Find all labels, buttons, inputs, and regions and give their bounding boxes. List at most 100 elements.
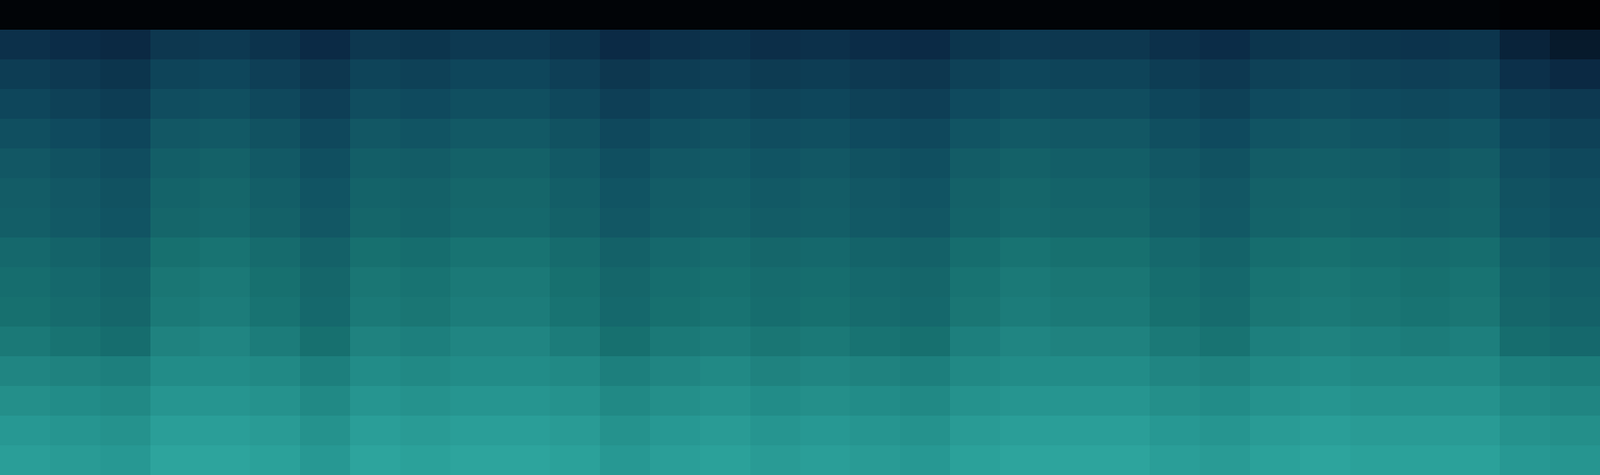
- cell: [1449, 297, 1500, 328]
- cell: [450, 237, 501, 269]
- cell: [800, 297, 851, 328]
- cell: [1000, 118, 1051, 150]
- cell: [150, 59, 201, 91]
- cell: [150, 267, 201, 299]
- cell: [549, 386, 600, 417]
- cell: [1000, 356, 1051, 388]
- cell: [549, 148, 600, 180]
- cell: [1499, 59, 1550, 91]
- cell: [750, 267, 801, 299]
- cell: [249, 237, 300, 269]
- cell: [1350, 267, 1401, 299]
- cell: [199, 356, 250, 388]
- cell: [1050, 237, 1101, 269]
- cell: [1549, 326, 1600, 358]
- cell: [1249, 267, 1301, 299]
- cell: [1400, 208, 1451, 239]
- cell: [350, 356, 401, 388]
- cell: [1549, 416, 1600, 447]
- cell: [700, 356, 751, 388]
- cell: [700, 148, 751, 180]
- cell: [1050, 148, 1101, 180]
- cell: [150, 356, 201, 388]
- cell: [450, 29, 501, 61]
- cell: [1300, 416, 1351, 447]
- cell: [1249, 356, 1301, 388]
- cell: [1300, 0, 1351, 31]
- cell: [800, 237, 851, 269]
- cell: [400, 237, 451, 269]
- cell: [1199, 326, 1250, 358]
- cell: [1199, 29, 1250, 61]
- cell: [199, 326, 250, 358]
- cell: [1100, 118, 1151, 150]
- cell: [450, 59, 501, 91]
- cell: [1400, 148, 1451, 180]
- cell: [1199, 267, 1250, 299]
- cell: [1249, 59, 1301, 91]
- cell: [1249, 416, 1301, 447]
- cell: [1350, 386, 1401, 417]
- cell: [0, 267, 51, 299]
- cell: [1050, 89, 1101, 120]
- cell: [1100, 445, 1151, 475]
- cell: [549, 89, 600, 120]
- cell: [199, 237, 250, 269]
- cell: [1000, 237, 1051, 269]
- cell: [1100, 267, 1151, 299]
- cell: [100, 267, 151, 299]
- cell: [50, 445, 101, 475]
- cell: [50, 118, 101, 150]
- cell: [100, 178, 151, 209]
- cell: [1100, 208, 1151, 239]
- cell: [1350, 326, 1401, 358]
- cell: [750, 416, 801, 447]
- cell: [899, 445, 950, 475]
- cell: [450, 89, 501, 120]
- cell: [100, 29, 151, 61]
- cell: [949, 0, 1001, 31]
- cell: [700, 208, 751, 239]
- cell: [1000, 326, 1051, 358]
- cell: [700, 29, 751, 61]
- cell: [549, 118, 600, 150]
- cell: [1300, 326, 1351, 358]
- cell: [499, 59, 550, 91]
- cell: [100, 208, 151, 239]
- cell: [1000, 178, 1051, 209]
- cell: [249, 208, 300, 239]
- cell: [800, 59, 851, 91]
- cell: [299, 89, 351, 120]
- cell: [1449, 89, 1500, 120]
- cell: [549, 208, 600, 239]
- cell: [1350, 178, 1401, 209]
- cell: [800, 29, 851, 61]
- cell: [150, 148, 201, 180]
- cell: [1499, 29, 1550, 61]
- cell: [199, 416, 250, 447]
- cell: [499, 178, 550, 209]
- cell: [599, 89, 651, 120]
- cell: [1549, 118, 1600, 150]
- cell: [350, 386, 401, 417]
- cell: [1149, 416, 1200, 447]
- cell: [1149, 208, 1200, 239]
- cells: [0, 0, 1600, 475]
- cell: [1149, 29, 1200, 61]
- cell: [1400, 445, 1451, 475]
- cell: [1149, 178, 1200, 209]
- cell: [299, 118, 351, 150]
- cell: [800, 326, 851, 358]
- cell: [849, 267, 900, 299]
- cell: [1149, 59, 1200, 91]
- cell: [1400, 356, 1451, 388]
- cell: [549, 445, 600, 475]
- cell: [750, 237, 801, 269]
- cell: [849, 445, 900, 475]
- cell: [150, 386, 201, 417]
- cell: [549, 0, 600, 31]
- cell: [150, 237, 201, 269]
- cell: [450, 267, 501, 299]
- cell: [899, 89, 950, 120]
- cell: [50, 326, 101, 358]
